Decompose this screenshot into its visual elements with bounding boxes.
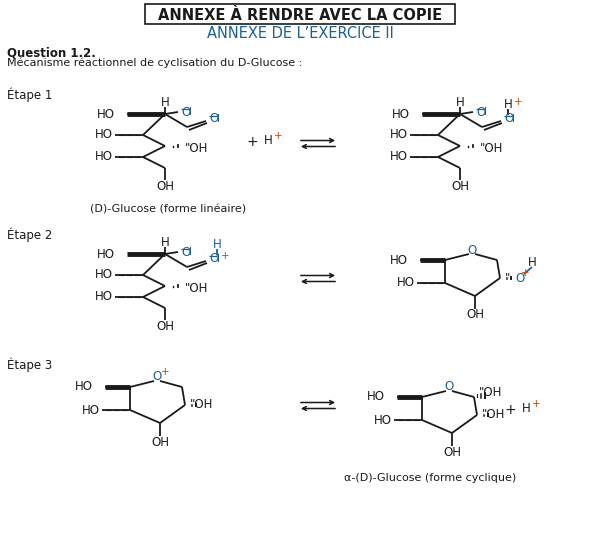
Text: H: H <box>160 96 169 109</box>
Text: H: H <box>528 257 536 270</box>
Text: HO: HO <box>392 108 410 121</box>
Text: OH: OH <box>466 308 484 322</box>
Text: O: O <box>515 271 524 284</box>
Text: "OH: "OH <box>479 385 502 399</box>
Text: HO: HO <box>374 413 392 426</box>
Text: HO: HO <box>97 108 115 121</box>
Text: H: H <box>456 96 465 109</box>
Text: HO: HO <box>95 151 113 163</box>
Text: ANNEXE DE L’EXERCICE II: ANNEXE DE L’EXERCICE II <box>207 27 394 41</box>
Text: HO: HO <box>82 403 100 417</box>
Text: "OH: "OH <box>185 282 209 294</box>
Text: α-(D)-Glucose (forme cyclique): α-(D)-Glucose (forme cyclique) <box>344 473 516 483</box>
Text: HO: HO <box>390 253 408 266</box>
Text: H: H <box>160 235 169 248</box>
Text: OH: OH <box>451 180 469 193</box>
Text: (D)-Glucose (forme linéaire): (D)-Glucose (forme linéaire) <box>90 205 246 215</box>
Text: H: H <box>213 239 221 252</box>
Text: HO: HO <box>390 128 408 141</box>
Text: "OH: "OH <box>185 141 209 155</box>
Text: O: O <box>153 371 162 383</box>
Text: "OH: "OH <box>480 141 504 155</box>
Text: I: I <box>512 114 515 124</box>
Text: HO: HO <box>367 390 385 403</box>
Text: OH: OH <box>151 436 169 448</box>
Text: O: O <box>476 105 485 118</box>
Text: I: I <box>484 107 487 117</box>
Text: +: + <box>532 399 541 409</box>
Text: +: + <box>274 131 282 141</box>
Text: Étape 3: Étape 3 <box>7 358 52 372</box>
Text: +: + <box>514 97 522 107</box>
Text: HO: HO <box>95 269 113 282</box>
Text: "OH: "OH <box>482 408 505 422</box>
Text: Étape 2: Étape 2 <box>7 228 52 242</box>
Text: I: I <box>189 107 192 117</box>
Text: Mécanisme réactionnel de cyclisation du D-Glucose :: Mécanisme réactionnel de cyclisation du … <box>7 57 302 68</box>
Text: +: + <box>504 403 516 417</box>
Bar <box>145 4 455 24</box>
Text: OH: OH <box>443 446 461 459</box>
Text: O: O <box>468 244 477 257</box>
Text: HO: HO <box>95 290 113 304</box>
Text: H: H <box>504 98 513 111</box>
Text: O: O <box>209 112 218 126</box>
Text: O: O <box>504 112 513 126</box>
Text: ": " <box>505 271 510 284</box>
Text: Étape 1: Étape 1 <box>7 88 52 103</box>
Text: HO: HO <box>97 247 115 260</box>
Text: OH: OH <box>156 180 174 193</box>
Text: +: + <box>520 268 529 278</box>
Text: O: O <box>181 105 191 118</box>
Text: H: H <box>522 401 531 414</box>
Text: ANNEXE À RENDRE AVEC LA COPIE: ANNEXE À RENDRE AVEC LA COPIE <box>158 8 442 22</box>
Text: I: I <box>189 247 192 257</box>
Text: HO: HO <box>75 381 93 394</box>
Text: O: O <box>181 246 191 258</box>
Text: O: O <box>209 252 218 265</box>
Text: +: + <box>160 367 169 377</box>
Text: O: O <box>444 381 454 394</box>
Text: I: I <box>217 254 220 264</box>
Text: HO: HO <box>397 276 415 289</box>
Text: Question 1.2.: Question 1.2. <box>7 47 96 60</box>
Text: OH: OH <box>156 319 174 333</box>
Text: I: I <box>217 114 220 124</box>
Text: +: + <box>221 251 230 261</box>
Text: "OH: "OH <box>190 399 213 412</box>
Text: HO: HO <box>95 128 113 141</box>
Text: H: H <box>264 134 273 146</box>
Text: +: + <box>246 135 258 149</box>
Text: HO: HO <box>390 151 408 163</box>
